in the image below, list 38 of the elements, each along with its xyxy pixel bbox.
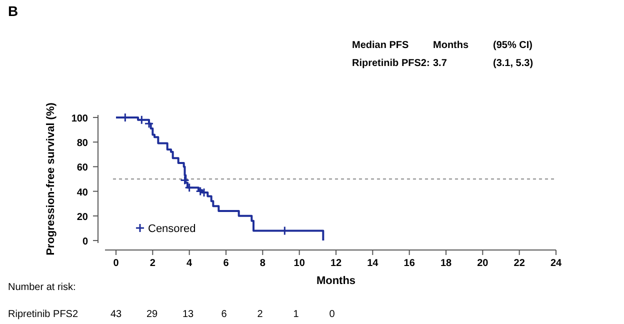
x-tick-label: 16 <box>404 258 416 269</box>
text: (95% CI) <box>493 40 532 51</box>
text: (3.1, 5.3) <box>493 58 534 69</box>
x-tick-label: 24 <box>550 258 562 269</box>
text: 29 <box>146 309 158 320</box>
x-tick-label: 2 <box>150 258 156 269</box>
y-tick-label: 100 <box>71 113 88 124</box>
chart-title: B <box>8 3 18 19</box>
x-axis-title: Months <box>316 275 356 287</box>
y-tick-label: 40 <box>76 187 88 198</box>
text: 1 <box>293 309 300 320</box>
x-tick-label: 0 <box>113 258 120 269</box>
text: 6 <box>221 309 228 320</box>
x-tick-label: 20 <box>477 258 489 269</box>
text: Ripretinib PFS2: <box>352 58 430 69</box>
x-tick-label: 4 <box>186 258 193 269</box>
x-tick-label: 22 <box>514 258 526 269</box>
text: Ripretinib PFS2 <box>8 309 78 320</box>
x-tick-label: 8 <box>260 258 266 269</box>
y-tick-label: 80 <box>76 138 88 150</box>
text: 3.7 <box>433 58 448 69</box>
y-tick-label: 20 <box>76 212 88 223</box>
text: 2 <box>257 309 264 320</box>
text: 0 <box>329 309 336 320</box>
text: Months <box>433 40 469 51</box>
text: 43 <box>110 309 122 320</box>
legend-label: Censored <box>148 223 196 235</box>
text: 13 <box>182 309 194 320</box>
x-tick-label: 12 <box>330 258 342 269</box>
x-tick-label: 6 <box>223 258 230 269</box>
text: Median PFS <box>352 40 410 51</box>
x-tick-label: 10 <box>294 258 306 269</box>
x-tick-label: 18 <box>440 258 452 269</box>
text: Number at risk: <box>8 282 76 293</box>
y-tick-label: 0 <box>82 236 88 248</box>
y-axis-title: Progression-free survival (%) <box>45 102 57 256</box>
y-tick-label: 60 <box>76 162 88 174</box>
x-tick-label: 14 <box>367 258 379 269</box>
